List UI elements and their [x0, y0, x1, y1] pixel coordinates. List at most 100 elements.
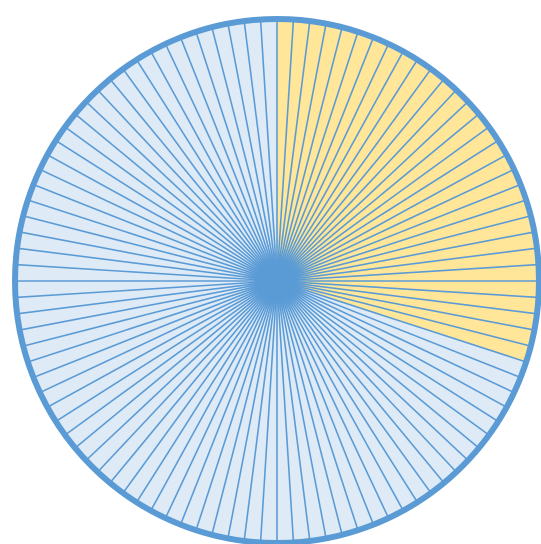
sector-divider-line — [276, 280, 295, 543]
sector-divider-line — [276, 280, 404, 511]
sector-divider-line — [276, 27, 343, 282]
sector-divider-line — [27, 199, 278, 282]
sector-divider-line — [276, 37, 375, 282]
sector-divider-line — [276, 19, 295, 282]
sector-divider-line — [276, 183, 521, 282]
sector-divider-line — [276, 154, 507, 282]
base-sector — [75, 281, 277, 461]
sector-divider-line — [23, 215, 278, 282]
sector-divider-line — [276, 280, 432, 494]
highlighted-sector — [277, 154, 515, 281]
sector-divider-line — [276, 68, 432, 282]
sector-divider-line — [276, 280, 535, 331]
base-sector — [123, 59, 277, 281]
sector-divider-line — [122, 280, 278, 494]
sector-divider-line — [276, 280, 521, 379]
sector-divider-line — [74, 113, 278, 282]
highlighted-sector — [277, 69, 445, 281]
sector-divider-line — [276, 280, 390, 519]
sector-divider-line — [16, 280, 278, 315]
sector-divider-line — [85, 101, 278, 282]
sector-divider-line — [97, 89, 278, 282]
sector-divider-line — [243, 20, 278, 282]
sector-divider-line — [150, 51, 278, 282]
sector-divider-line — [276, 215, 531, 282]
sector-divider-line — [164, 43, 278, 282]
sector-divider-line — [97, 280, 278, 473]
base-sector — [277, 281, 489, 449]
base-sector — [65, 113, 277, 282]
sector-divider-line — [211, 280, 278, 535]
highlighted-sector — [277, 43, 404, 281]
sector-divider-line — [276, 78, 445, 282]
base-sector — [39, 281, 277, 408]
sector-divider-line — [85, 280, 278, 461]
sector-divider-line — [33, 183, 278, 282]
sector-divider-line — [276, 31, 359, 282]
sector-divider-line — [276, 113, 480, 282]
sector-divider-line — [276, 51, 404, 282]
sector-divider-line — [276, 280, 531, 347]
sector-divider-line — [15, 263, 278, 282]
sector-divider-line — [276, 263, 539, 282]
highlighted-sector — [277, 140, 507, 281]
sector-divider-line — [39, 280, 278, 394]
sector-divider-line — [74, 280, 278, 449]
sector-divider-line — [276, 168, 515, 282]
sector-divider-line — [47, 154, 278, 282]
sector-divider-line — [259, 19, 278, 282]
sector-divider-line — [276, 199, 527, 282]
highlighted-sector — [277, 113, 489, 282]
sector-divider-line — [27, 280, 278, 363]
base-sector — [277, 281, 445, 493]
sector-divider-line — [276, 139, 499, 282]
base-sector — [277, 281, 479, 461]
base-sector — [47, 281, 277, 422]
sector-divider-line — [109, 78, 278, 282]
base-sector — [277, 281, 404, 519]
highlighted-sector — [277, 127, 499, 281]
base-sector — [39, 154, 277, 281]
sector-divider-line — [109, 280, 278, 484]
sector-divider-line — [276, 280, 343, 535]
sector-divider-line — [259, 280, 278, 543]
sector-divider-line — [276, 280, 445, 484]
sector-divider-line — [47, 280, 278, 408]
sector-divider-line — [276, 280, 469, 461]
sector-divider-line — [150, 280, 278, 511]
highlighted-sector — [277, 101, 479, 282]
wheel-outline — [12, 16, 541, 544]
highlighted-sector — [277, 79, 457, 281]
sector-divider-line — [179, 280, 278, 525]
base-sector — [55, 281, 277, 435]
base-sector — [150, 43, 277, 281]
sector-divider-line — [64, 280, 278, 436]
base-sector — [123, 281, 277, 503]
sector-divider-line — [243, 280, 278, 542]
base-sector — [277, 281, 457, 483]
base-sector — [277, 281, 507, 422]
sector-divider-line — [55, 280, 278, 423]
base-sector — [86, 281, 277, 472]
sector-divider-line — [135, 59, 278, 282]
sector-divider-line — [276, 280, 538, 315]
base-sector — [277, 281, 515, 408]
sector-divider-line — [276, 23, 327, 282]
sector-divider-line — [276, 280, 499, 423]
sector-divider-line — [64, 126, 278, 282]
sector-divider-line — [276, 59, 419, 282]
base-sector — [150, 281, 277, 519]
sector-divider-line — [195, 280, 278, 531]
base-sector — [97, 79, 278, 281]
highlighted-sector — [277, 90, 468, 281]
sector-divider-line — [276, 280, 527, 363]
base-sector — [277, 281, 468, 472]
sector-divider-line — [55, 139, 278, 282]
sector-divider-line — [19, 231, 278, 282]
sector-divider-line — [276, 43, 390, 282]
sector-divider-line — [39, 168, 278, 282]
sector-divider-line — [33, 280, 278, 379]
sector-divider-line — [227, 280, 278, 539]
base-sector — [55, 127, 277, 281]
sector-divider-line — [23, 280, 278, 347]
